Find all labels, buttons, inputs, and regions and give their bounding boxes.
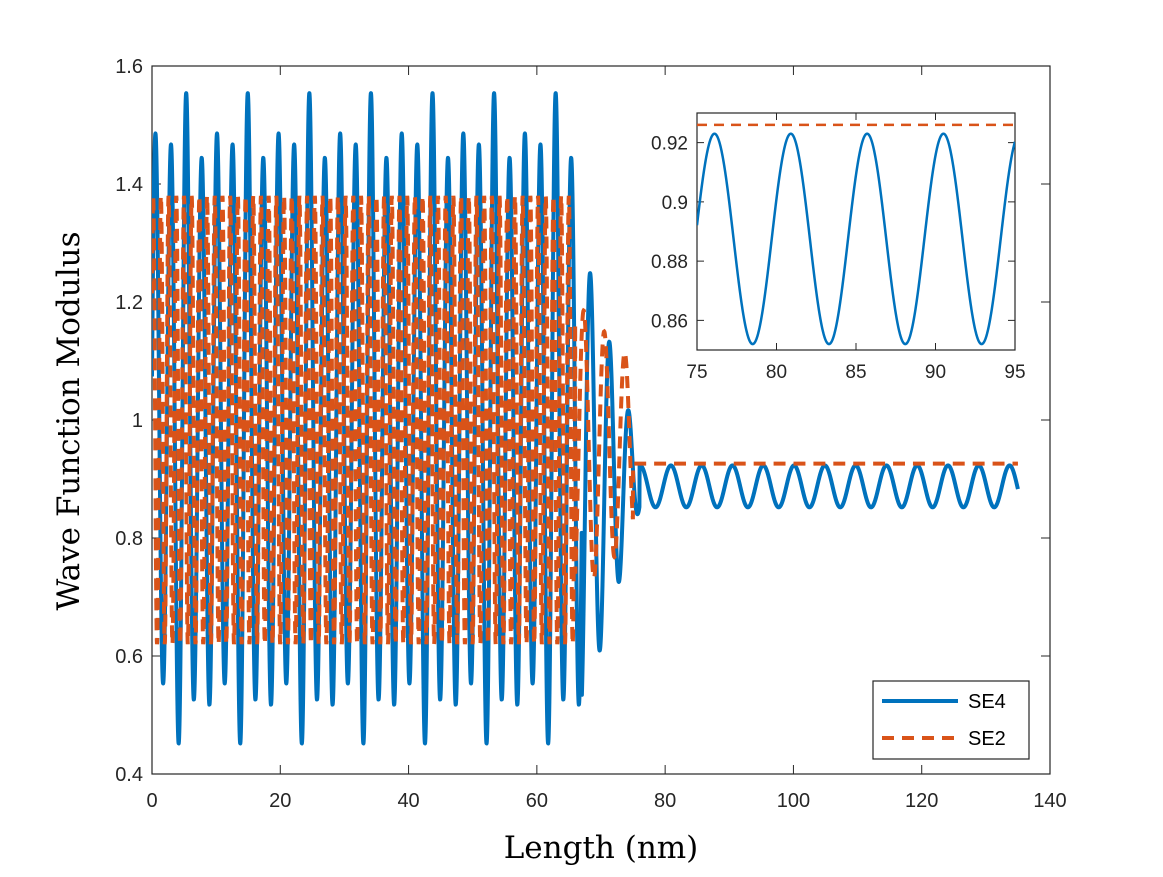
series-line-se4 [152,91,1020,746]
x-tick-label: 90 [925,362,946,383]
inset-ticks: 75 80 85 90 95 0.86 0.88 0.9 0.92 [651,113,1026,383]
y-tick-label: 0.9 [662,193,688,214]
y-tick-label: 1.6 [115,56,143,78]
x-tick-label: 95 [1004,362,1025,383]
y-tick-label: 0.92 [651,134,688,155]
x-tick-label: 80 [766,362,787,383]
y-tick-label: 0.8 [115,528,143,550]
x-tick-label: 20 [269,790,291,812]
x-tick-label: 140 [1033,790,1066,812]
y-tick-label: 0.86 [651,311,688,332]
inset-series-line-se4 [697,132,1015,346]
y-tick-label: 1.4 [115,174,143,196]
x-tick-label: 75 [686,362,707,383]
x-tick-label: 120 [905,790,938,812]
x-tick-label: 100 [777,790,810,812]
y-axis-label: Wave Function Modulus [51,231,87,610]
legend: SE4 SE2 [872,680,1030,760]
x-axis-label: Length (nm) [504,830,699,866]
main-ticks: 0 20 40 60 80 100 120 140 0.4 0.6 0.8 1 1.2 1.4 1.6 [115,56,1067,812]
y-tick-label: 0.6 [115,646,143,668]
inset-plot-frame [696,112,1016,351]
y-tick-label: 1.2 [115,292,143,314]
inset-axes: 75 80 85 90 95 0.86 0.88 0.9 0.92 [651,112,1026,383]
x-tick-label: 85 [845,362,866,383]
x-tick-label: 80 [654,790,676,812]
x-tick-label: 60 [526,790,548,812]
x-tick-label: 40 [397,790,419,812]
legend-box [872,680,1030,760]
inset-series [697,123,1015,346]
legend-label-se2: SE2 [968,728,1006,750]
x-tick-label: 0 [146,790,157,812]
series-line-se2 [152,195,1018,645]
legend-label-se4: SE4 [968,691,1006,713]
y-tick-label: 0.4 [115,764,143,786]
main-series [152,91,1020,746]
y-tick-label: 1 [132,410,143,432]
y-tick-label: 0.88 [651,252,688,273]
